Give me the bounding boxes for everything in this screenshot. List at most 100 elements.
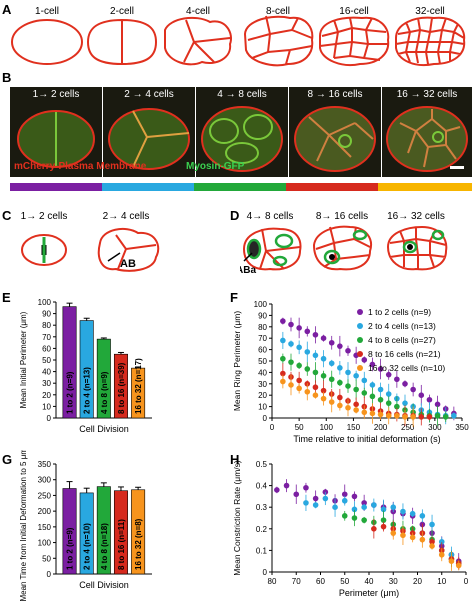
- f-point: [394, 376, 400, 383]
- f-legend-label: 4 to 8 cells (n=27): [368, 335, 436, 345]
- f-point: [280, 318, 286, 324]
- panel-c-ab-label: AB: [120, 258, 136, 270]
- f-legend-label: 8 to 16 cells (n=21): [368, 349, 441, 359]
- h-point: [371, 526, 377, 532]
- f-point: [410, 386, 416, 393]
- f-point: [288, 341, 294, 347]
- micrograph-title-5: 16 → 32 cells: [396, 89, 458, 100]
- panel-label-b: B: [2, 70, 12, 85]
- f-point: [369, 393, 376, 400]
- f-point: [402, 414, 408, 420]
- h-ytick-label: 0.2: [256, 525, 268, 534]
- panel-d-title-1: 4→ 8 cells: [247, 211, 294, 222]
- h-point: [351, 493, 358, 500]
- panel-c-cell-1: [21, 234, 67, 266]
- f-point: [337, 379, 343, 386]
- f-point: [337, 394, 343, 401]
- micrograph-4-to-8: 4 → 8 cells: [196, 87, 288, 177]
- f-ytick-label: 0: [263, 414, 268, 423]
- two-cell-outline: [86, 19, 158, 65]
- e-ytick-label: 50: [42, 356, 51, 365]
- h-point: [312, 495, 319, 502]
- f-point: [385, 412, 392, 419]
- h-point: [351, 506, 358, 513]
- h-xtick-label: 10: [437, 577, 446, 586]
- micrograph-title-3: 4 → 8 cells: [217, 89, 267, 100]
- g-bar-label: 2 to 4 (n=10): [83, 523, 92, 570]
- f-point: [377, 396, 384, 403]
- panel-d-title-2: 8→ 16 cells: [316, 211, 368, 222]
- f-xtick-label: 200: [374, 423, 388, 432]
- h-xtick-label: 40: [365, 577, 374, 586]
- f-point: [320, 355, 327, 362]
- h-point: [429, 543, 435, 549]
- g-bar-label: 4 to 8 (n=18): [100, 523, 109, 570]
- label-32-cell: 32-cell: [415, 6, 444, 17]
- h-xtick-label: 80: [268, 577, 277, 586]
- e-bar-label: 4 to 8 (n=9): [100, 371, 109, 414]
- panel-label-a: A: [2, 2, 12, 17]
- f-ytick-label: 40: [258, 368, 267, 377]
- f-point: [296, 325, 302, 331]
- g-ytick-label: 200: [38, 507, 52, 516]
- panel-c-title-2: 2→ 4 cells: [103, 211, 150, 222]
- f-legend-marker: [357, 309, 363, 315]
- h-point: [448, 558, 455, 564]
- panel-label-f: F: [230, 290, 238, 305]
- f-legend-marker: [357, 351, 363, 357]
- h-ytick-label: 0.5: [256, 460, 268, 469]
- micrograph-8-to-16: 8 → 16 cells: [289, 87, 381, 177]
- h-point: [341, 497, 348, 504]
- membrane-label: mCherry-Plasma Membrane: [14, 161, 147, 172]
- f-point: [426, 414, 433, 420]
- chart-h-constriction-rate: 0 0.1 0.2 0.3 0.4 0.5 80 70 60 50 40 30 20 10 0 Perimet…: [232, 460, 469, 598]
- f-point: [410, 414, 416, 420]
- f-point: [426, 396, 433, 403]
- f-xtick-label: 300: [428, 423, 442, 432]
- f-xtick-label: 0: [270, 423, 275, 432]
- e-ytick-label: 0: [47, 414, 52, 423]
- panel-d-title-3: 16→ 32 cells: [387, 211, 445, 222]
- f-point: [320, 335, 327, 341]
- h-point: [361, 504, 367, 510]
- micrograph-title-2: 2 → 4 cells: [124, 89, 174, 100]
- h-point: [312, 502, 319, 508]
- f-point: [304, 328, 311, 335]
- h-point: [351, 515, 358, 521]
- f-point: [369, 361, 376, 368]
- h-ytick-label: 0.1: [256, 546, 268, 555]
- f-ytick-label: 60: [258, 346, 267, 355]
- h-point: [332, 504, 338, 510]
- panel-label-g: G: [2, 452, 13, 467]
- panel-label-d: D: [230, 208, 240, 223]
- f-point: [345, 383, 351, 389]
- panel-c-cell-2: [97, 227, 160, 272]
- f-point: [328, 399, 335, 405]
- f-xtick-label: 50: [295, 423, 304, 432]
- f-point: [328, 376, 335, 383]
- thirtytwo-cell-outline: [395, 16, 466, 66]
- f-point: [361, 409, 368, 416]
- f-legend-label: 1 to 2 cells (n=9): [368, 307, 431, 317]
- h-point: [341, 491, 348, 498]
- e-ytick-label: 70: [42, 333, 51, 342]
- panel-label-c: C: [2, 208, 12, 223]
- panel-c-schematic: 1→ 2 cells 2→ 4 cells AB: [21, 211, 160, 272]
- h-point: [380, 517, 387, 523]
- f-point: [385, 400, 392, 406]
- f-ytick-label: 20: [258, 391, 267, 400]
- h-point: [390, 504, 397, 510]
- f-point: [288, 321, 294, 328]
- e-ylabel: Mean Initial Perimeter (μm): [19, 311, 28, 408]
- f-point: [361, 377, 368, 384]
- f-point: [353, 373, 359, 379]
- f-point: [394, 403, 400, 410]
- f-point: [394, 412, 400, 419]
- h-point: [400, 532, 406, 539]
- g-ylabel: Mean Time from Initial Deformation to 5 …: [19, 450, 28, 602]
- e-bar-label: 1 to 2 (n=9): [66, 371, 75, 414]
- chart-g-time-to-5um: 0 50 100 150 200 250 300 350 1 to 2 (n=9) 2 to 4 …: [19, 450, 152, 602]
- h-point: [438, 551, 445, 558]
- f-point: [353, 407, 359, 413]
- f-point: [369, 382, 376, 388]
